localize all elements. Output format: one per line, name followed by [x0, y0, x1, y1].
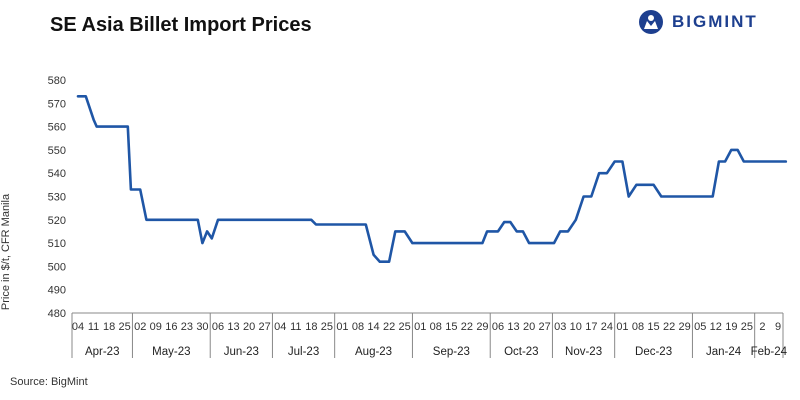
month-label: Jun-23 — [224, 346, 259, 358]
y-tick-label: 540 — [48, 168, 66, 180]
x-tick-label: 25 — [741, 321, 753, 333]
x-tick-label: 12 — [710, 321, 722, 333]
x-tick-label: 15 — [445, 321, 457, 333]
x-tick-label: 05 — [694, 321, 706, 333]
x-tick-label: 18 — [305, 321, 317, 333]
month-label: Feb-24 — [751, 346, 788, 358]
x-tick-label: 06 — [212, 321, 224, 333]
x-tick-label: 16 — [165, 321, 177, 333]
month-label: Oct-23 — [504, 346, 539, 358]
x-tick-label: 11 — [290, 321, 301, 333]
x-tick-label: 10 — [570, 321, 582, 333]
x-tick-label: 25 — [321, 321, 333, 333]
y-tick-label: 500 — [48, 261, 66, 273]
x-tick-label: 19 — [725, 321, 737, 333]
y-axis: 480 490 500 510 520 530 540 550 560 570 580 — [48, 75, 66, 320]
x-tick-label: 2 — [759, 321, 765, 333]
y-tick-label: 520 — [48, 215, 66, 227]
x-tick-label: 22 — [383, 321, 395, 333]
month-label: Jan-24 — [706, 346, 742, 358]
x-tick-label: 30 — [196, 321, 208, 333]
y-tick-label: 550 — [48, 145, 66, 157]
x-tick-label: 04 — [72, 321, 84, 333]
x-tick-label: 13 — [227, 321, 239, 333]
x-tick-label: 14 — [367, 321, 379, 333]
y-tick-label: 580 — [48, 75, 66, 87]
series-group — [76, 95, 788, 264]
month-label: May-23 — [152, 346, 190, 358]
x-tick-label: 01 — [616, 321, 628, 333]
x-tick-label: 22 — [461, 321, 473, 333]
x-tick-label: 08 — [352, 321, 364, 333]
x-tick-label: 09 — [150, 321, 162, 333]
x-tick-label: 15 — [647, 321, 659, 333]
x-tick-label: 20 — [243, 321, 255, 333]
brand-logo: BIGMINT — [638, 9, 758, 35]
source-note: Source: BigMint — [10, 376, 88, 388]
x-tick-label: 27 — [259, 321, 271, 333]
x-tick-label: 29 — [476, 321, 488, 333]
x-axis: 04 11 18 25 02 09 16 23 30 06 13 20 27 04 11 18 25 01 08 14… — [71, 312, 788, 358]
x-tick-label: 25 — [119, 321, 131, 333]
x-tick-label: 23 — [181, 321, 193, 333]
month-label: Sep-23 — [433, 346, 470, 358]
x-tick-label: 18 — [103, 321, 115, 333]
month-label: Nov-23 — [565, 346, 602, 358]
x-tick-label: 17 — [585, 321, 597, 333]
month-label: Apr-23 — [85, 346, 120, 358]
chart-title: SE Asia Billet Import Prices — [50, 14, 312, 36]
y-tick-label: 480 — [48, 308, 66, 320]
x-tick-label: 03 — [554, 321, 566, 333]
month-label: Dec-23 — [635, 346, 672, 358]
x-tick-label: 01 — [414, 321, 426, 333]
y-tick-label: 570 — [48, 98, 66, 110]
brand-name: BIGMINT — [672, 12, 758, 31]
bigmint-logo-icon — [639, 10, 663, 34]
y-tick-label: 510 — [48, 238, 66, 250]
x-tick-label: 24 — [601, 321, 613, 333]
series-line — [76, 95, 788, 264]
x-tick-label: 20 — [523, 321, 535, 333]
y-tick-label: 560 — [48, 122, 66, 134]
x-tick-label: 27 — [539, 321, 551, 333]
y-tick-label: 490 — [48, 285, 66, 297]
x-tick-label: 06 — [492, 321, 504, 333]
x-tick-label: 08 — [632, 321, 644, 333]
x-tick-label: 11 — [88, 321, 99, 333]
x-tick-label: 01 — [336, 321, 348, 333]
x-tick-label: 25 — [399, 321, 411, 333]
x-tick-label: 04 — [274, 321, 286, 333]
y-tick-label: 530 — [48, 192, 66, 204]
x-tick-label: 02 — [134, 321, 146, 333]
x-tick-label: 9 — [775, 321, 781, 333]
x-tick-label: 13 — [507, 321, 519, 333]
month-label: Aug-23 — [355, 346, 392, 358]
x-tick-label: 08 — [430, 321, 442, 333]
x-tick-label: 22 — [663, 321, 675, 333]
month-label: Jul-23 — [288, 346, 319, 358]
x-tick-label: 29 — [679, 321, 691, 333]
